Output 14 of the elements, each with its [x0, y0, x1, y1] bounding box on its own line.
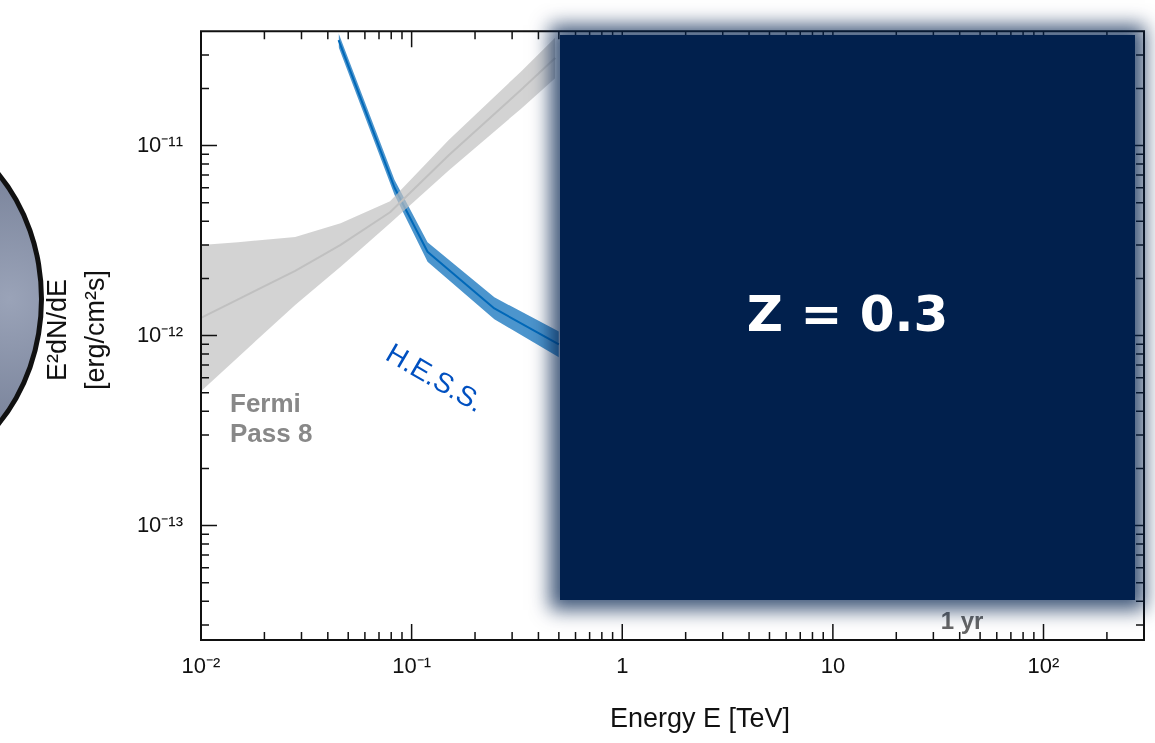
annotation: 1 yr: [940, 606, 984, 634]
x-tick-label: 10²: [1027, 653, 1060, 679]
text: Fermi Pass 8: [230, 388, 313, 449]
y-axis-title: E²dN/dE [erg/cm²s]: [42, 269, 111, 391]
y-tick-label: 10⁻¹¹: [136, 131, 183, 157]
x-tick-label: 10: [820, 653, 846, 679]
annotation: Z = 0.3: [746, 285, 949, 343]
x-tick-label: 10⁻²: [181, 653, 221, 679]
dark-panel: Z = 0.3: [560, 35, 1135, 600]
x-tick-label: 10⁻¹: [392, 653, 432, 679]
x-axis-title: Energy E [TeV]: [609, 703, 791, 734]
y-tick-label: 10⁻¹³: [136, 511, 183, 537]
y-tick-label: 10⁻¹²: [136, 321, 183, 347]
x-tick-label: 1: [616, 653, 629, 679]
